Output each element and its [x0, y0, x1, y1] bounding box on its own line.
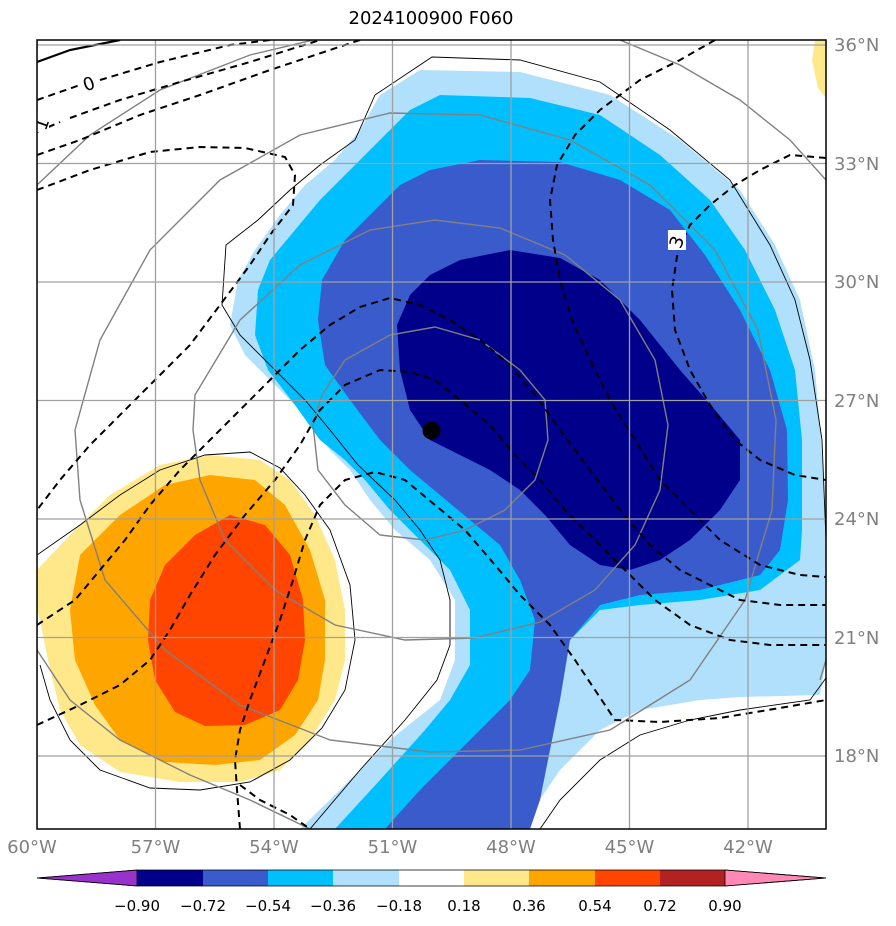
lat-tick-labels: 36°N 33°N 30°N 27°N 24°N 21°N 18°N — [834, 35, 879, 767]
lon-tick-label: 54°W — [249, 837, 299, 858]
colorbar-tick-label: 0.18 — [447, 897, 480, 915]
colorbar-tick-label: −0.18 — [376, 897, 422, 915]
map-frame — [36, 39, 827, 830]
colorbar-tick-label: −0.72 — [180, 897, 226, 915]
colorbar-segment — [464, 870, 529, 886]
lat-tick-label: 21°N — [834, 628, 879, 649]
contour-fill-pos-054 — [148, 515, 305, 726]
colorbar-segment — [399, 870, 464, 886]
colorbar-tick-label: 0.54 — [578, 897, 611, 915]
lon-tick-label: 45°W — [605, 837, 655, 858]
colorbar-segment — [660, 870, 725, 886]
colorbar-segment — [333, 870, 399, 886]
colorbar-segment — [268, 870, 333, 886]
colorbar-tick-label: 0.36 — [512, 897, 545, 915]
colorbar-tick-label: −0.90 — [114, 897, 160, 915]
contour-label-bg-1 — [37, 112, 49, 132]
colorbar-outline — [36, 869, 827, 887]
colorbar-segment — [137, 870, 203, 886]
lon-tick-labels: 60°W 57°W 54°W 51°W 48°W 45°W 42°W — [7, 837, 773, 858]
contour-fill-pos-corner — [812, 40, 826, 98]
contour-label-bg-0 — [80, 74, 98, 94]
storm-center-marker — [422, 421, 441, 440]
lon-tick-label: 42°W — [723, 837, 773, 858]
lat-tick-label: 33°N — [834, 154, 879, 175]
lon-tick-label: 57°W — [131, 837, 181, 858]
map-plot-area: 0 1 3 — [37, 40, 826, 829]
colorbar-segment — [529, 870, 595, 886]
colorbar-extend-high — [724, 869, 827, 887]
colorbar-tick-label: −0.36 — [310, 897, 356, 915]
gray-ring-contours — [37, 40, 826, 829]
colorbar-tick-label: 0.72 — [643, 897, 676, 915]
lat-tick-label: 36°N — [834, 35, 879, 56]
contour-label-bg-3 — [668, 230, 686, 250]
colorbar-extend-low — [36, 869, 138, 887]
chart-title: 2024100900 F060 — [348, 8, 514, 29]
colorbar-tick-label: 0.90 — [708, 897, 741, 915]
grid-lines — [37, 40, 826, 829]
lat-tick-label: 30°N — [834, 272, 879, 293]
lat-tick-label: 18°N — [834, 746, 879, 767]
thin-outline-contours — [37, 56, 826, 829]
lon-tick-label: 51°W — [368, 837, 418, 858]
colorbar-segment — [595, 870, 660, 886]
lat-tick-label: 27°N — [834, 391, 879, 412]
lon-tick-label: 60°W — [7, 837, 57, 858]
colorbar: −0.90 −0.72 −0.54 −0.36 −0.18 0.18 0.36 … — [36, 869, 827, 915]
lon-tick-label: 48°W — [486, 837, 536, 858]
colorbar-segment — [203, 870, 268, 886]
black-line-contours — [37, 40, 826, 829]
colorbar-tick-label: −0.54 — [245, 897, 291, 915]
lat-tick-label: 24°N — [834, 509, 879, 530]
contour-fill-neg-072 — [397, 250, 740, 570]
